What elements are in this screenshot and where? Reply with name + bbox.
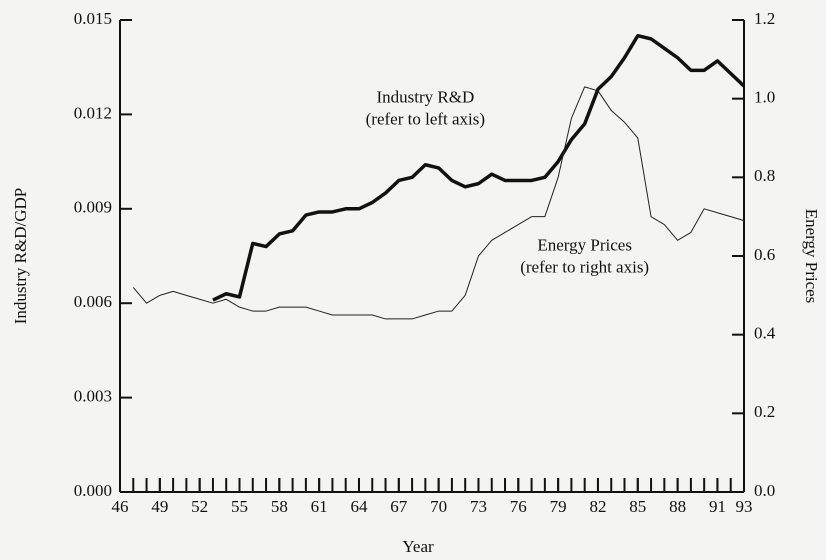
x-tick-label: 91 bbox=[709, 497, 726, 516]
x-tick-label: 64 bbox=[350, 497, 368, 516]
x-axis-label: Year bbox=[402, 537, 434, 556]
annotation: Energy Prices bbox=[537, 235, 632, 254]
y2-tick-label: 0.0 bbox=[754, 481, 775, 500]
x-tick-label: 93 bbox=[736, 497, 753, 516]
annotation: (refer to right axis) bbox=[520, 257, 649, 276]
x-tick-label: 55 bbox=[231, 497, 248, 516]
x-tick-label: 67 bbox=[390, 497, 408, 516]
y2-tick-label: 0.6 bbox=[754, 245, 775, 264]
x-tick-label: 61 bbox=[311, 497, 328, 516]
y2-tick-label: 1.0 bbox=[754, 88, 775, 107]
x-tick-label: 85 bbox=[629, 497, 646, 516]
y2-tick-label: 0.8 bbox=[754, 166, 775, 185]
series-line bbox=[132, 86, 745, 320]
x-tick-label: 52 bbox=[191, 497, 208, 516]
y-tick-label: 0.000 bbox=[74, 481, 112, 500]
annotation: (refer to left axis) bbox=[366, 110, 485, 129]
y-tick-label: 0.015 bbox=[74, 9, 112, 28]
y2-tick-label: 1.2 bbox=[754, 9, 775, 28]
x-tick-label: 73 bbox=[470, 497, 487, 516]
y-tick-label: 0.006 bbox=[74, 292, 112, 311]
x-tick-label: 88 bbox=[669, 497, 686, 516]
x-tick-label: 79 bbox=[550, 497, 567, 516]
x-tick-label: 70 bbox=[430, 497, 447, 516]
y2-tick-label: 0.2 bbox=[754, 402, 775, 421]
y-tick-label: 0.003 bbox=[74, 387, 112, 406]
series-line bbox=[212, 33, 746, 302]
y2-axis-label: Energy Prices bbox=[802, 209, 821, 304]
annotation: Industry R&D bbox=[376, 88, 474, 107]
y-axis-label: Industry R&D/GDP bbox=[11, 188, 30, 324]
y2-tick-label: 0.4 bbox=[754, 324, 776, 343]
x-tick-label: 76 bbox=[510, 497, 527, 516]
x-tick-label: 49 bbox=[151, 497, 168, 516]
x-tick-label: 46 bbox=[112, 497, 129, 516]
x-tick-label: 58 bbox=[271, 497, 288, 516]
y-tick-label: 0.009 bbox=[74, 198, 112, 217]
x-tick-label: 82 bbox=[589, 497, 606, 516]
y-tick-label: 0.012 bbox=[74, 103, 112, 122]
